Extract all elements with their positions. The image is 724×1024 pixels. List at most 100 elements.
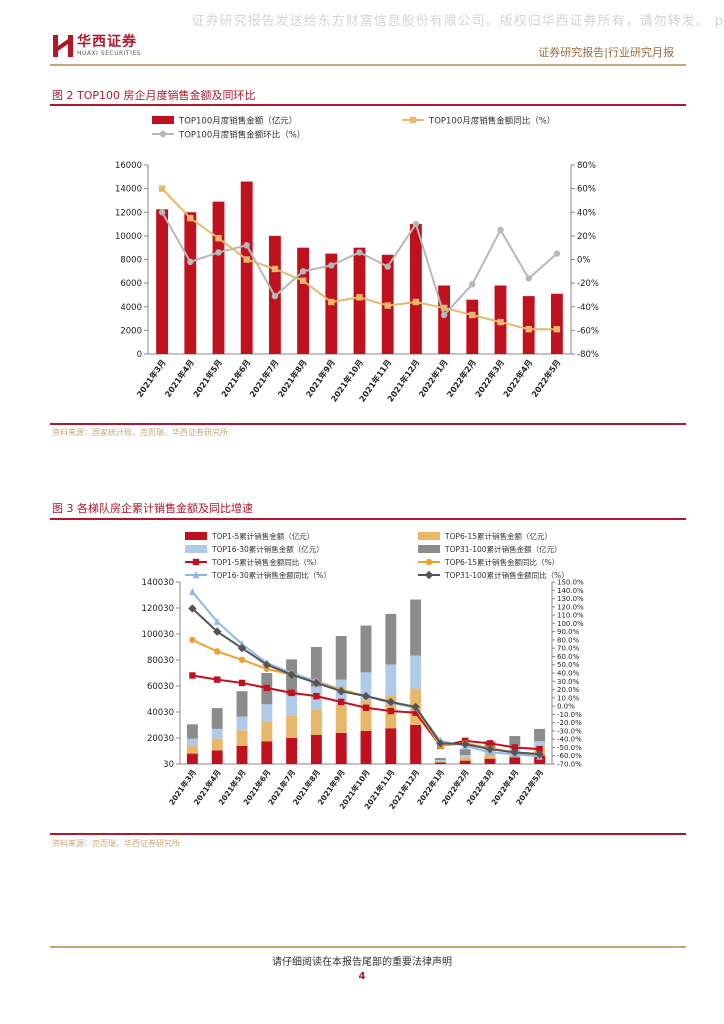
chart2-bar-segment-2	[360, 700, 372, 731]
chart2-point	[486, 740, 494, 747]
figure-2-source: 资料来源：国家统计局，克而瑞，华西证券研究所	[52, 428, 228, 437]
chart2-point	[263, 684, 270, 692]
chart1-left-tick-label: 16000	[115, 161, 142, 171]
chart1-x-tick-label: 2021年9月	[304, 357, 337, 399]
chart2-point	[214, 676, 221, 683]
chart2-right-tick-label: 80.0%	[557, 636, 580, 644]
chart2-bar-segment-2	[310, 709, 322, 735]
chart1-point	[271, 292, 279, 300]
chart2-point	[510, 748, 519, 757]
company-logo: 华西证券 HUAXI SECURITIES	[53, 33, 141, 59]
chart2-point	[189, 672, 196, 679]
chart1-right-tick-label: 20%	[577, 232, 596, 242]
chart2-legend-label-4: TOP31-100累计销售金额（亿元）	[444, 544, 562, 554]
chart2-bar-segment-1	[186, 753, 198, 764]
chart2-bar-segment-1	[434, 762, 446, 764]
footer-divider	[50, 946, 686, 948]
footer-legal-note: 请仔细阅读在本报告尾部的重要法律声明	[272, 957, 452, 968]
watermark: 证券研究报告发送给东方财富信息股份有限公司。版权归华西证券所有，请勿转发。 p	[191, 14, 724, 29]
chart1-left-tick-label: 14000	[115, 185, 142, 195]
chart2-right-tick-label: 60.0%	[557, 653, 580, 661]
chart1-point	[328, 262, 335, 269]
chart1-right-tick-label: -20%	[577, 279, 599, 289]
report-type: 证券研究报告|行业研究月报	[538, 46, 674, 59]
chart2-legend-1-swatch	[185, 532, 207, 540]
chart2-point	[313, 692, 320, 700]
chart2-bar-segment-1	[410, 725, 422, 764]
chart2-bar-segment-2	[335, 704, 347, 733]
chart2-right-tick-label: 130.0%	[557, 595, 584, 603]
chart1-point	[469, 281, 476, 288]
chart1-point	[158, 185, 166, 192]
chart1-left-tick-label: 2000	[120, 326, 142, 336]
chart1-right-tick-label: -60%	[577, 326, 599, 336]
chart2-bar-segment-1	[310, 734, 322, 764]
chart2-bar-segment-1	[211, 750, 223, 764]
chart2-right-tick-label: 140.0%	[557, 587, 584, 595]
chart2-bar-segment-1	[509, 757, 521, 764]
chart1-left-tick-label: 4000	[120, 303, 142, 313]
chart1-point	[440, 311, 448, 319]
chart2-bar-segment-2	[286, 715, 298, 738]
chart1-left-tick-label: 8000	[120, 256, 142, 266]
chart2-legend-label-2: TOP6-15累计销售金额（亿元）	[444, 531, 552, 541]
chart2-left-tick-label: 40030	[147, 708, 174, 718]
chart2-point	[214, 648, 221, 655]
chart2-bar-segment-1	[335, 732, 347, 764]
chart2-bar-segment-1	[534, 755, 546, 764]
chart2-bar-segment-2	[459, 757, 471, 761]
chart1-legend-2-marker	[409, 116, 417, 124]
chart1-right-tick-label: 80%	[577, 161, 596, 171]
chart2-bar-segment-2	[186, 745, 198, 754]
chart2-point	[287, 670, 296, 679]
chart1-point	[469, 311, 476, 319]
chart2-left-tick-label: 140030	[142, 578, 174, 588]
chart1-right-tick-label: -40%	[577, 303, 599, 313]
chart2-bar-segment-3	[211, 728, 223, 739]
chart2-left-tick-label: 60030	[147, 682, 174, 692]
chart1-x-tick-label: 2022年5月	[529, 357, 562, 399]
figure-3-title: 图 3 各梯队房企累计销售金额及同比增速	[52, 502, 253, 515]
chart2-bar-segment-1	[236, 745, 248, 764]
chart1-bar	[212, 201, 225, 354]
chart2-left-tick-label: 20030	[147, 734, 174, 744]
chart1-legend-3-marker	[159, 130, 167, 138]
chart1-right-tick-label: -80%	[577, 350, 599, 360]
chart2-legend-5-marker	[192, 558, 200, 566]
chart2-point	[387, 707, 394, 715]
chart2-legend-label-6: TOP6-15累计销售金额同比（%）	[444, 557, 559, 567]
chart1-x-tick-label: 2022年3月	[473, 357, 506, 399]
figure-2-title: 图 2 TOP100 房企月度销售金额及同环比	[52, 89, 256, 102]
chart1-point	[356, 294, 363, 301]
chart1-x-tick-label: 2022年2月	[445, 357, 478, 399]
chart1-right-tick-label: 40%	[577, 208, 596, 218]
chart1-point	[525, 325, 532, 333]
logo-en-text: HUAXI SECURITIES	[77, 50, 141, 57]
chart2-point	[214, 617, 221, 625]
chart1-point	[412, 220, 420, 228]
chart2-point	[288, 689, 295, 697]
chart1-bar	[297, 247, 310, 354]
chart1-x-tick-label: 2021年8月	[275, 357, 308, 399]
page-number: 4	[358, 971, 366, 982]
chart2-point	[238, 639, 246, 648]
figure-3-chart: TOP1-5累计销售金额（亿元） TOP6-15累计销售金额（亿元） TOP16-3…	[142, 531, 584, 811]
chart2-legend-4-swatch	[418, 545, 440, 553]
chart1-point	[356, 249, 363, 256]
chart2-bar-segment-2	[484, 753, 496, 759]
chart2-right-tick-label: 0.0%	[557, 703, 575, 711]
chart2-bar-segment-4	[211, 708, 223, 729]
chart2-point	[213, 627, 222, 636]
chart1-point	[497, 226, 504, 234]
chart2-bar-segment-4	[236, 691, 248, 717]
chart2-bar-segment-3	[286, 695, 298, 716]
chart2-bar-segment-3	[385, 664, 397, 696]
chart2-bar-segment-4	[385, 613, 397, 665]
chart2-right-tick-label: -10.0%	[557, 711, 582, 719]
chart2-bar-segment-3	[186, 738, 198, 746]
chart1-point	[328, 298, 335, 306]
chart2-point	[189, 636, 196, 644]
chart1-left-tick-label: 12000	[115, 208, 142, 218]
chart2-left-tick-label: 30	[163, 760, 174, 770]
figure-3-top-rule	[50, 518, 686, 520]
